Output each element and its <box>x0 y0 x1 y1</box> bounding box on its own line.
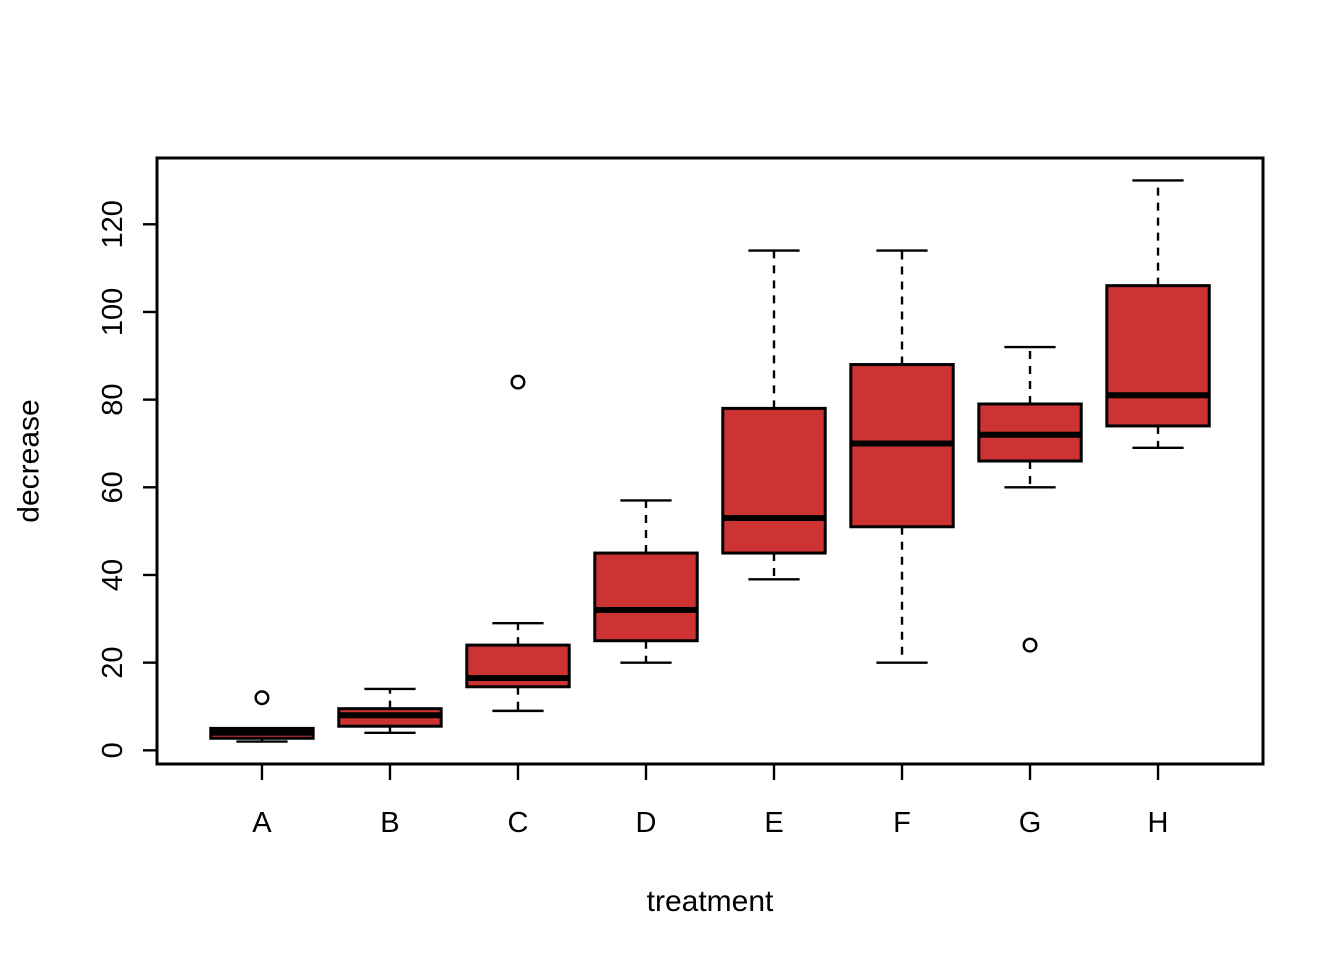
box-group-D <box>593 499 699 664</box>
box-group-A <box>209 690 315 743</box>
x-tick-label: F <box>893 807 911 839</box>
x-tick-label: E <box>764 807 783 839</box>
x-tick-label: H <box>1148 807 1169 839</box>
y-tick-label: 80 <box>97 383 129 415</box>
box-group-B <box>337 687 443 734</box>
y-tick-label: 20 <box>97 647 129 679</box>
box-group-E <box>721 249 827 581</box>
outlier-point <box>254 690 270 706</box>
outlier-point <box>510 374 526 390</box>
iqr-box <box>593 551 699 643</box>
outlier-point <box>1022 637 1038 653</box>
y-tick-label: 60 <box>97 471 129 503</box>
x-tick-label: B <box>380 807 399 839</box>
y-tick-label: 100 <box>97 288 129 336</box>
iqr-box <box>1105 284 1211 428</box>
x-tick-label: C <box>508 807 529 839</box>
box-group-C <box>465 374 571 713</box>
x-tick-label: D <box>636 807 657 839</box>
y-tick-label: 40 <box>97 559 129 591</box>
y-tick-label: 120 <box>97 200 129 248</box>
x-tick-label: A <box>252 807 272 839</box>
x-tick-label: G <box>1019 807 1042 839</box>
y-axis: 0 20 40 60 80 100 120 decrease <box>13 200 157 758</box>
box-group-G <box>977 345 1083 653</box>
box-group-F <box>849 249 955 664</box>
iqr-box <box>721 406 827 555</box>
y-axis-title: decrease <box>13 399 46 522</box>
plot-border <box>155 156 1265 766</box>
y-tick-label: 0 <box>97 742 129 758</box>
x-axis-title: treatment <box>647 885 774 918</box>
box-group-H <box>1105 179 1211 450</box>
